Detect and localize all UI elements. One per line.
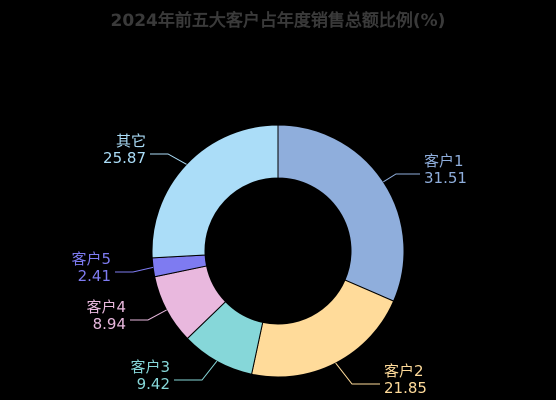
leader-line-4 (130, 309, 167, 321)
slice-2[interactable] (251, 279, 395, 378)
slice-label-3: 客户3 (130, 358, 170, 376)
slice-6[interactable] (151, 124, 279, 259)
leader-line-5 (115, 266, 154, 273)
slice-label-6: 其它 (116, 132, 146, 150)
slice-label-5: 客户5 (71, 250, 111, 268)
slice-label-1: 客户1 (424, 152, 464, 170)
slice-1[interactable] (277, 124, 405, 302)
slice-value-5: 2.41 (78, 267, 111, 285)
slice-value-3: 9.42 (137, 375, 170, 393)
leader-line-6 (150, 153, 187, 165)
leader-line-1 (383, 173, 420, 183)
slice-value-4: 8.94 (93, 315, 126, 333)
leader-line-3 (174, 360, 218, 381)
slice-label-4: 客户4 (86, 298, 126, 316)
slice-value-6: 25.87 (103, 149, 146, 167)
slice-label-2: 客户2 (384, 362, 424, 380)
chart-title: 2024年前五大客户占年度销售总额比例(%) (110, 11, 446, 31)
slice-value-2: 21.85 (384, 379, 427, 397)
slice-value-1: 31.51 (424, 169, 467, 187)
leader-line-2 (335, 362, 380, 385)
